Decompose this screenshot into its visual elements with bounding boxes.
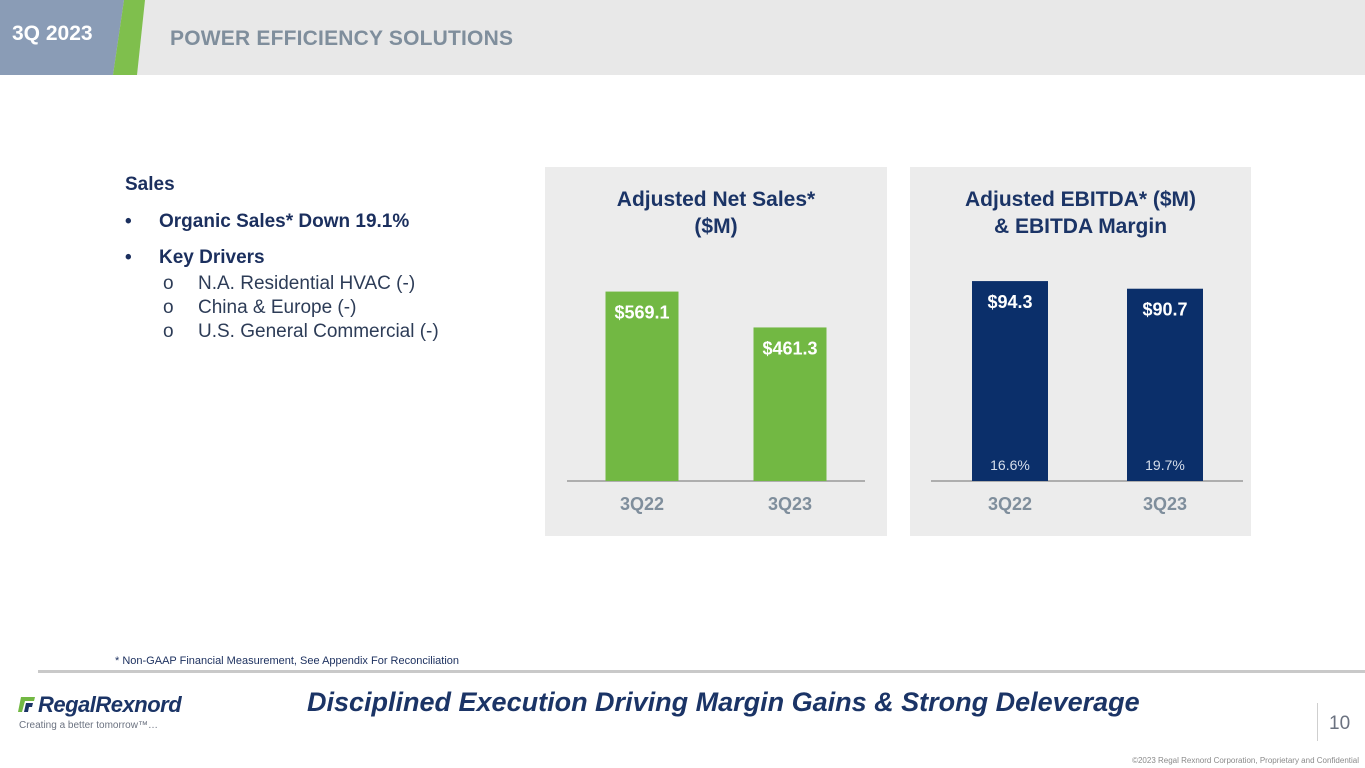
net-sales-chart-title: Adjusted Net Sales* ($M) bbox=[545, 186, 887, 240]
driver-item: o China & Europe (-) bbox=[125, 296, 525, 320]
bar-3Q23 bbox=[753, 327, 827, 481]
chart-title-line: & EBITDA Margin bbox=[993, 215, 1168, 238]
copyright: ©2023 Regal Rexnord Corporation, Proprie… bbox=[1132, 756, 1359, 765]
drivers-list: o N.A. Residential HVAC (-) o China & Eu… bbox=[125, 272, 525, 344]
chart-title-line: ($M) bbox=[694, 215, 738, 238]
net-sales-chart-panel: Adjusted Net Sales* ($M) $569.1 3Q22 $461.… bbox=[545, 167, 887, 536]
x-tick-label: 3Q23 bbox=[768, 494, 812, 514]
bullet-key-drivers: • Key Drivers bbox=[125, 247, 525, 269]
page-number: 10 bbox=[1329, 713, 1351, 734]
key-takeaway: Disciplined Execution Driving Margin Gai… bbox=[307, 687, 1140, 717]
tagline: Creating a better tomorrow™… bbox=[19, 720, 158, 731]
sales-heading: Sales bbox=[125, 174, 175, 195]
driver-text: U.S. General Commercial (-) bbox=[198, 321, 439, 342]
bullet-marker: • bbox=[125, 211, 132, 232]
bar-3Q22 bbox=[605, 291, 679, 481]
sales-summary: Sales • Organic Sales* Down 19.1% • Key … bbox=[125, 174, 525, 344]
logo-mark-icon bbox=[18, 697, 35, 712]
x-tick-label: 3Q22 bbox=[988, 494, 1032, 514]
page-number-divider bbox=[1317, 703, 1318, 741]
footnote: * Non-GAAP Financial Measurement, See Ap… bbox=[115, 655, 460, 667]
driver-item: o N.A. Residential HVAC (-) bbox=[125, 272, 525, 296]
sub-marker: o bbox=[163, 297, 174, 318]
driver-text: N.A. Residential HVAC (-) bbox=[198, 273, 416, 294]
ebitda-margin-label: 19.7% bbox=[1145, 457, 1185, 473]
bullet-text: Organic Sales* Down 19.1% bbox=[159, 211, 410, 232]
bullet-organic-sales: • Organic Sales* Down 19.1% bbox=[125, 211, 525, 233]
sub-marker: o bbox=[163, 273, 174, 294]
bar-value-label: $94.3 bbox=[987, 292, 1032, 312]
quarter-label: 3Q 2023 bbox=[12, 22, 93, 45]
header-accent-stripe bbox=[0, 0, 145, 75]
ebitda-margin-label: 16.6% bbox=[990, 457, 1030, 473]
bullet-text: Key Drivers bbox=[159, 247, 265, 268]
chart-title-line: Adjusted EBITDA* ($M) bbox=[965, 188, 1196, 211]
footer-divider bbox=[38, 670, 1365, 673]
ebitda-chart-title: Adjusted EBITDA* ($M) & EBITDA Margin bbox=[910, 186, 1251, 240]
bullet-marker: • bbox=[125, 247, 132, 268]
driver-text: China & Europe (-) bbox=[198, 297, 357, 318]
sub-marker: o bbox=[163, 321, 174, 342]
logo-text: RegalRexnord bbox=[38, 692, 182, 717]
ebitda-chart-panel: Adjusted EBITDA* ($M) & EBITDA Margin $9… bbox=[910, 167, 1251, 536]
x-tick-label: 3Q23 bbox=[1143, 494, 1187, 514]
net-sales-chart: $569.1 3Q22 $461.3 3Q23 bbox=[567, 291, 865, 514]
bar-value-label: $90.7 bbox=[1142, 300, 1187, 320]
bar-3Q22 bbox=[972, 281, 1048, 481]
bar-value-label: $461.3 bbox=[762, 338, 817, 358]
bar-value-label: $569.1 bbox=[614, 303, 669, 323]
page-title: POWER EFFICIENCY SOLUTIONS bbox=[170, 27, 514, 50]
ebitda-chart: $94.3 16.6% 3Q22 $90.7 19.7% 3Q23 bbox=[931, 281, 1243, 514]
chart-title-line: Adjusted Net Sales* bbox=[616, 188, 816, 211]
x-tick-label: 3Q22 bbox=[620, 494, 664, 514]
bar-3Q23 bbox=[1127, 288, 1203, 481]
header-bar: 3Q 2023 POWER EFFICIENCY SOLUTIONS bbox=[0, 0, 1365, 75]
company-logo: RegalRexnord bbox=[18, 692, 182, 718]
driver-item: o U.S. General Commercial (-) bbox=[125, 320, 525, 344]
